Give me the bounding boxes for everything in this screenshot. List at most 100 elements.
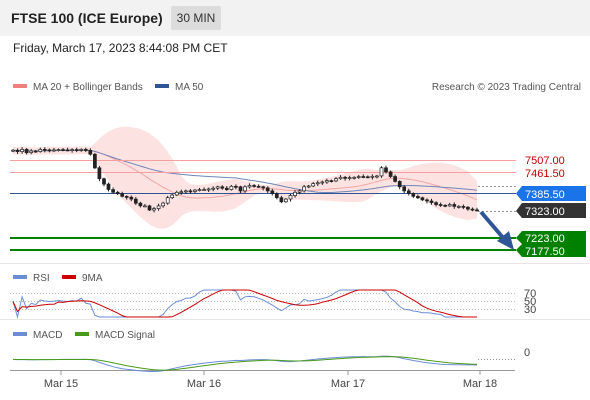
candle-body [83, 149, 88, 151]
macd-signal-line [13, 356, 478, 371]
rsi-ma-line [12, 289, 477, 318]
candle-body [338, 176, 343, 180]
candle-body [115, 191, 120, 195]
candle-body [379, 167, 384, 177]
legend-swatch-macd [13, 332, 27, 336]
resistance-label-2: 7461.50 [525, 168, 565, 180]
candle-body [293, 191, 297, 196]
candle-body [470, 208, 475, 211]
candle-body [124, 196, 129, 198]
candle-body [161, 202, 165, 207]
candle-body [47, 149, 52, 152]
candle-body [184, 190, 188, 193]
support-label-1: 7223.00 [525, 233, 565, 245]
candle-body [274, 193, 279, 199]
candle-body [279, 197, 284, 203]
candle-body [325, 180, 329, 183]
resistance-label-1: 7507.00 [525, 155, 565, 167]
legend-swatch-rsi [13, 275, 27, 279]
candle-body [456, 206, 461, 208]
candle-body [288, 195, 293, 200]
candle-body [297, 190, 302, 193]
candle-body [197, 189, 202, 191]
legend-macd: MACD [33, 330, 62, 341]
instrument-title: FTSE 100 (ICE Europe) [11, 10, 163, 26]
candle-body [402, 186, 407, 192]
candle-body [238, 186, 243, 192]
candle-body [416, 196, 420, 199]
candle-body [79, 149, 84, 151]
candle-body [315, 182, 320, 185]
candle-body [352, 176, 357, 179]
candle-body [347, 177, 352, 179]
candle-body [61, 149, 65, 151]
legend-swatch-ma50 [155, 84, 169, 88]
candle-body [29, 150, 34, 153]
candle-body [174, 191, 179, 196]
candle-body [106, 183, 111, 190]
candle-body [438, 204, 443, 206]
candle-body [302, 186, 306, 192]
timeframe-badge[interactable]: 30 MIN [171, 6, 221, 30]
copyright: Research © 2023 Trading Central [432, 82, 581, 93]
candle-body [133, 198, 138, 204]
support-label-2: 7177.50 [525, 246, 565, 258]
x-axis: Mar 15 Mar 16 Mar 17 Mar 18 [44, 370, 497, 390]
candle-body [420, 197, 425, 201]
legend-swatch-bollinger [13, 84, 27, 88]
candle-body [361, 176, 366, 178]
candle-body [65, 149, 70, 152]
candle-body [206, 188, 211, 191]
candle-body [33, 150, 38, 153]
x-tick-label: Mar 15 [44, 378, 78, 390]
candle-body [70, 149, 74, 151]
candle-body [434, 202, 438, 205]
current-price-tag [516, 203, 586, 218]
candle-body [375, 175, 379, 178]
candle-body [97, 167, 102, 180]
candle-body [179, 191, 184, 194]
candle-body [211, 187, 216, 190]
candle-body [466, 206, 470, 210]
forecast-arrow [479, 210, 507, 242]
candle-body [229, 185, 234, 190]
candle-body [202, 189, 206, 191]
current-price-label: 7323.00 [525, 206, 565, 218]
rsi-label-30: 30 [524, 304, 536, 316]
chart-header: FTSE 100 (ICE Europe) 30 MIN [0, 0, 590, 36]
candle-body [265, 187, 270, 192]
candle-body [270, 190, 275, 194]
legend-macd-signal: MACD Signal [95, 330, 155, 341]
candle-body [365, 176, 370, 179]
candle-body [88, 150, 93, 155]
candle-body [20, 149, 24, 152]
candle-body [188, 190, 193, 193]
candle-body [452, 204, 457, 207]
candle-body [193, 189, 197, 192]
candle-body [156, 205, 161, 209]
candle-body [120, 193, 125, 197]
candle-body [152, 208, 156, 211]
candle-body [56, 149, 61, 151]
candle-body [234, 185, 238, 188]
macd-label-zero: 0 [524, 347, 530, 359]
candle-body [461, 206, 466, 208]
pivot-label: 7385.50 [525, 189, 565, 201]
candle-body [247, 185, 252, 188]
chart-datetime: Friday, March 17, 2023 8:44:08 PM CET [13, 41, 228, 55]
candle-body [11, 149, 15, 152]
candle-body [147, 205, 152, 211]
candle-body [220, 186, 225, 189]
candle-body [170, 194, 175, 199]
candle-body [397, 181, 402, 188]
rsi-label-70: 70 [524, 288, 536, 300]
rsi-label-50: 50 [524, 296, 536, 308]
candle-body [224, 187, 229, 190]
candle-body [388, 171, 393, 177]
candle-body [102, 178, 106, 185]
legend-9ma: 9MA [82, 273, 103, 284]
candle-body [329, 180, 334, 182]
candle-body [334, 178, 338, 182]
candle-body [393, 176, 397, 182]
